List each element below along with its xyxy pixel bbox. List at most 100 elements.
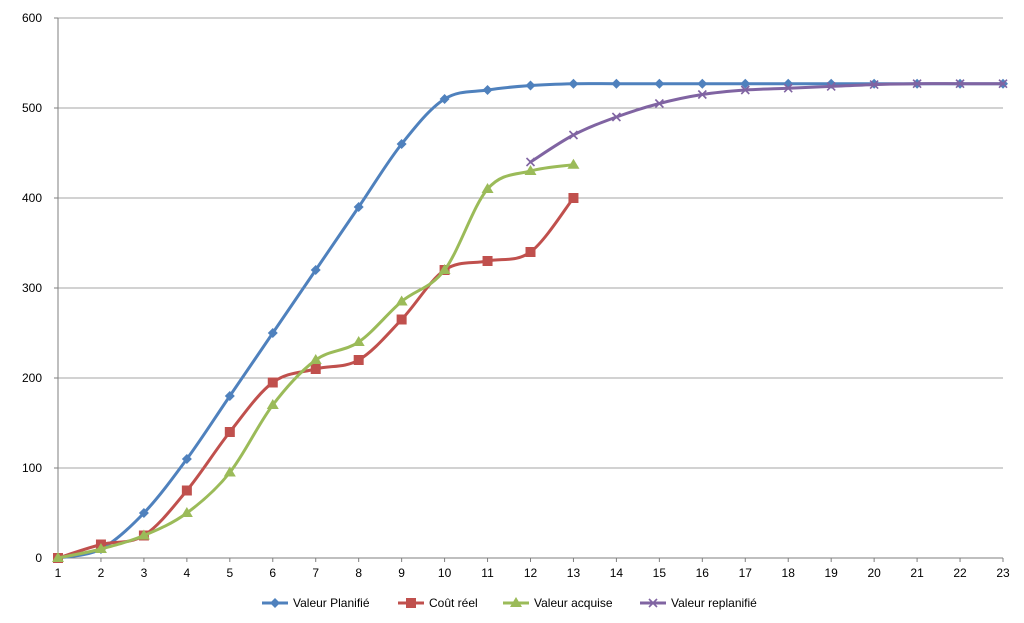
data-point bbox=[267, 328, 278, 338]
data-point bbox=[955, 79, 965, 89]
x-tick-label: 11 bbox=[481, 566, 494, 580]
data-point bbox=[353, 202, 364, 212]
data-point bbox=[181, 454, 192, 464]
legend-item: Valeur acquise bbox=[503, 596, 613, 610]
data-point bbox=[138, 508, 149, 518]
x-tick-label: 18 bbox=[782, 566, 796, 580]
legend-item: Valeur replanifié bbox=[640, 596, 757, 610]
data-point bbox=[309, 354, 322, 364]
series-line bbox=[529, 82, 1005, 164]
data-point bbox=[567, 158, 580, 169]
data-point bbox=[783, 83, 793, 93]
data-point bbox=[524, 165, 537, 175]
legend-label: Coût réel bbox=[429, 596, 478, 610]
data-point bbox=[267, 377, 278, 388]
data-point bbox=[611, 112, 621, 122]
data-point bbox=[697, 78, 708, 89]
data-point bbox=[310, 265, 321, 275]
y-tick-label: 100 bbox=[22, 461, 42, 475]
x-tick-label: 3 bbox=[141, 566, 148, 580]
data-point bbox=[395, 295, 408, 306]
y-tick-label: 500 bbox=[22, 101, 42, 115]
data-point bbox=[568, 78, 579, 89]
data-point bbox=[611, 78, 622, 89]
x-tick-label: 16 bbox=[696, 566, 710, 580]
x-tick-label: 6 bbox=[269, 566, 276, 580]
data-point bbox=[352, 336, 365, 346]
data-point bbox=[438, 264, 451, 274]
data-point bbox=[396, 314, 407, 325]
x-tick-label: 8 bbox=[355, 566, 362, 580]
x-tick-label: 22 bbox=[953, 566, 967, 580]
data-point bbox=[568, 130, 579, 140]
data-point bbox=[266, 399, 279, 409]
x-tick-label: 13 bbox=[567, 566, 581, 580]
data-point bbox=[697, 89, 707, 100]
data-point bbox=[740, 85, 750, 95]
x-tick-label: 5 bbox=[226, 566, 233, 580]
data-point bbox=[396, 139, 407, 149]
data-point bbox=[223, 466, 236, 477]
data-point bbox=[482, 256, 493, 266]
data-point bbox=[310, 364, 321, 374]
data-point bbox=[525, 80, 536, 91]
x-tick-label: 15 bbox=[653, 566, 667, 580]
x-tick-label: 14 bbox=[610, 566, 624, 580]
data-point bbox=[654, 78, 665, 89]
x-tick-label: 12 bbox=[524, 566, 538, 580]
x-tick-label: 4 bbox=[184, 566, 191, 580]
legend-item: Valeur Planifié bbox=[262, 596, 370, 610]
data-point bbox=[998, 79, 1008, 89]
data-point bbox=[869, 80, 879, 90]
data-point bbox=[180, 507, 193, 517]
x-tick-label: 20 bbox=[867, 566, 881, 580]
data-point bbox=[826, 81, 836, 91]
x-tick-label: 2 bbox=[98, 566, 105, 580]
data-point bbox=[353, 355, 364, 365]
legend-item: Coût réel bbox=[398, 596, 478, 610]
y-tick-label: 600 bbox=[22, 11, 42, 25]
x-tick-label: 1 bbox=[55, 566, 62, 580]
data-point bbox=[482, 85, 493, 95]
data-point bbox=[224, 427, 235, 437]
data-point bbox=[224, 391, 235, 401]
data-point bbox=[525, 157, 536, 167]
data-point bbox=[481, 183, 494, 193]
legend-marker bbox=[510, 597, 522, 607]
data-point bbox=[740, 78, 751, 89]
data-point bbox=[568, 193, 579, 203]
x-tick-label: 7 bbox=[312, 566, 319, 580]
legend-marker bbox=[270, 598, 280, 608]
series-1 bbox=[53, 78, 1008, 563]
y-tick-label: 400 bbox=[22, 191, 42, 205]
series-3 bbox=[52, 158, 580, 562]
data-point bbox=[181, 485, 192, 496]
gridlines bbox=[58, 17, 1003, 469]
legend: Valeur Planifié Coût réel Valeur acquise Va… bbox=[262, 596, 757, 610]
data-point bbox=[654, 98, 664, 109]
legend-marker bbox=[648, 598, 658, 608]
data-point bbox=[525, 247, 536, 257]
data-point bbox=[94, 543, 107, 553]
legend-label: Valeur Planifié bbox=[293, 596, 370, 610]
series-group bbox=[52, 78, 1008, 563]
x-tick-label: 9 bbox=[398, 566, 405, 580]
x-tick-label: 19 bbox=[825, 566, 839, 580]
y-tick-label: 200 bbox=[22, 371, 42, 385]
data-point bbox=[52, 552, 64, 562]
x-tick-label: 23 bbox=[996, 566, 1010, 580]
legend-marker bbox=[406, 598, 416, 608]
series-line bbox=[56, 82, 1005, 560]
x-tick-label: 21 bbox=[910, 566, 924, 580]
data-point bbox=[439, 94, 450, 104]
y-tick-label: 300 bbox=[22, 281, 42, 295]
y-tick-label: 0 bbox=[35, 551, 42, 565]
legend-label: Valeur acquise bbox=[534, 596, 613, 610]
data-point bbox=[137, 529, 150, 540]
series-4 bbox=[525, 79, 1008, 167]
data-point bbox=[912, 79, 922, 89]
legend-label: Valeur replanifié bbox=[671, 596, 757, 610]
x-tick-label: 17 bbox=[739, 566, 753, 580]
